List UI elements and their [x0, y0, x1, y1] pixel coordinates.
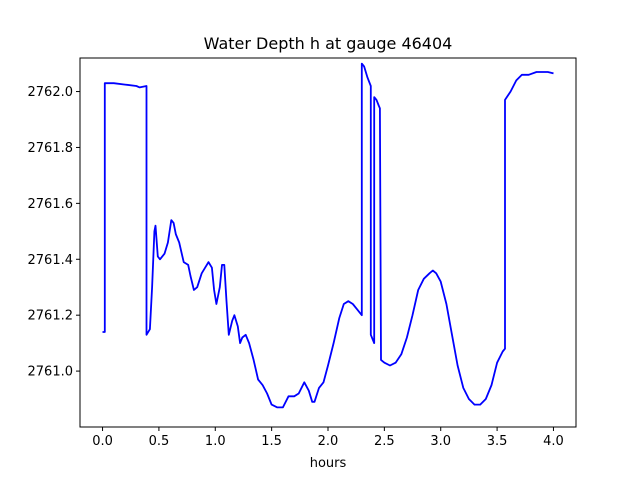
y-axis-ticks: 2761.0 2761.2 2761.4 2761.6 2761.8 2762.0 [28, 85, 80, 380]
x-tick-label: 2.0 [318, 434, 339, 449]
x-tick-label: 4.0 [543, 434, 564, 449]
x-tick-label: 0.5 [149, 434, 170, 449]
x-tick-label: 2.5 [374, 434, 395, 449]
y-tick-label: 2761.4 [28, 253, 74, 268]
y-tick-label: 2761.2 [28, 309, 74, 324]
x-tick-label: 3.5 [487, 434, 508, 449]
plot-area [102, 62, 554, 409]
water-depth-series-line [102, 62, 554, 409]
x-axis-label: hours [310, 456, 347, 471]
x-tick-label: 1.5 [261, 434, 282, 449]
y-tick-label: 2761.0 [28, 365, 74, 380]
x-tick-label: 1.0 [205, 434, 226, 449]
x-axis-ticks: 0.0 0.5 1.0 1.5 2.0 2.5 3.0 3.5 4.0 [92, 427, 564, 449]
chart-title: Water Depth h at gauge 46404 [204, 34, 453, 53]
x-tick-label: 0.0 [92, 434, 113, 449]
y-tick-label: 2761.8 [28, 141, 74, 156]
x-tick-label: 3.0 [430, 434, 451, 449]
y-tick-label: 2761.6 [28, 197, 74, 212]
y-tick-label: 2762.0 [28, 85, 74, 100]
